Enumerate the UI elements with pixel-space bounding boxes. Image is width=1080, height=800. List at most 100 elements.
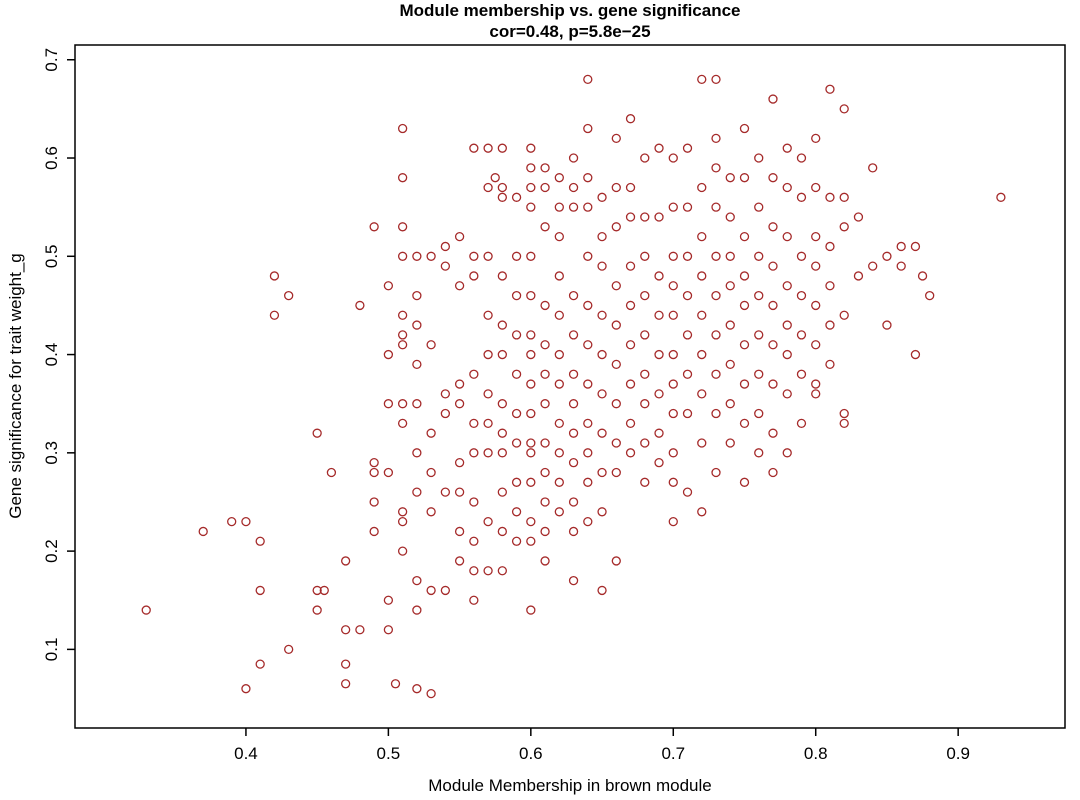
data-point — [554, 271, 564, 281]
data-point — [497, 143, 507, 153]
x-tick-label: 0.6 — [519, 744, 543, 763]
data-point — [397, 173, 408, 183]
data-point — [526, 536, 536, 546]
data-point — [583, 477, 593, 487]
data-point — [554, 173, 564, 183]
data-point — [440, 408, 451, 419]
data-point — [255, 536, 265, 546]
data-point — [825, 192, 835, 202]
data-point — [554, 507, 564, 517]
data-point — [640, 251, 650, 261]
data-point — [597, 389, 607, 399]
data-point — [526, 379, 536, 389]
data-point — [526, 330, 536, 340]
data-point — [383, 625, 394, 635]
data-point — [725, 320, 735, 330]
data-point — [739, 123, 750, 134]
data-point — [711, 369, 721, 379]
data-point — [284, 644, 294, 655]
data-point — [796, 330, 807, 340]
data-point — [454, 487, 465, 497]
data-point — [711, 163, 721, 173]
data-point — [711, 330, 721, 340]
data-point — [469, 595, 479, 605]
data-point — [426, 251, 436, 261]
data-point — [497, 487, 507, 497]
x-axis-label: Module Membership in brown module — [428, 776, 712, 795]
data-point — [754, 251, 764, 261]
data-point — [668, 251, 678, 261]
data-point — [597, 231, 607, 242]
data-point — [711, 290, 721, 301]
data-point — [611, 399, 621, 409]
data-point — [697, 438, 707, 448]
data-point — [412, 605, 422, 615]
data-point — [611, 320, 621, 330]
data-point — [355, 625, 365, 635]
data-point — [497, 566, 507, 576]
data-point — [896, 261, 906, 271]
data-point — [882, 320, 892, 330]
data-point — [312, 428, 322, 438]
data-point — [711, 202, 721, 212]
data-point — [910, 349, 921, 360]
data-point — [611, 182, 621, 193]
data-point — [412, 575, 422, 586]
data-point — [397, 330, 408, 340]
data-point — [725, 438, 735, 448]
data-point — [469, 369, 479, 379]
data-point — [682, 251, 693, 261]
data-point — [711, 251, 721, 261]
data-point — [611, 467, 621, 478]
data-point — [540, 340, 550, 350]
data-point — [654, 458, 664, 468]
data-point — [853, 271, 864, 281]
data-point — [526, 477, 536, 487]
data-point — [739, 340, 750, 350]
data-point — [319, 585, 329, 596]
data-point — [383, 399, 394, 409]
data-point — [397, 222, 408, 232]
data-point — [454, 379, 465, 389]
data-point — [426, 585, 436, 596]
data-point — [668, 153, 678, 163]
data-point — [697, 507, 707, 517]
data-point — [511, 251, 522, 261]
data-point — [782, 349, 792, 360]
data-point — [554, 231, 564, 242]
data-point — [825, 320, 835, 330]
data-point — [540, 438, 550, 448]
data-point — [526, 143, 536, 153]
data-point — [568, 369, 579, 379]
y-tick-label: 0.6 — [42, 146, 61, 170]
data-point — [754, 290, 764, 301]
chart-subtitle: cor=0.48, p=5.8e−25 — [489, 22, 651, 41]
data-point — [255, 585, 265, 596]
data-point — [540, 222, 550, 232]
data-point — [654, 310, 664, 320]
data-point — [340, 659, 351, 669]
data-point — [426, 688, 436, 699]
data-point — [583, 418, 593, 429]
data-point — [255, 659, 265, 669]
data-point — [682, 487, 693, 497]
data-point — [369, 526, 379, 537]
data-point — [825, 359, 835, 370]
data-point — [583, 202, 593, 212]
data-point — [383, 595, 394, 605]
data-point — [469, 251, 479, 261]
data-point — [369, 497, 379, 507]
data-point — [440, 261, 451, 271]
data-point — [611, 133, 621, 144]
data-point — [397, 251, 408, 261]
data-point — [511, 290, 522, 301]
data-point — [782, 182, 792, 193]
data-point — [754, 448, 764, 458]
data-point — [597, 349, 607, 360]
data-point — [440, 389, 451, 399]
data-point — [853, 212, 864, 222]
data-point — [383, 281, 394, 291]
data-point — [611, 281, 621, 291]
data-point — [739, 477, 750, 487]
data-point — [640, 369, 650, 379]
